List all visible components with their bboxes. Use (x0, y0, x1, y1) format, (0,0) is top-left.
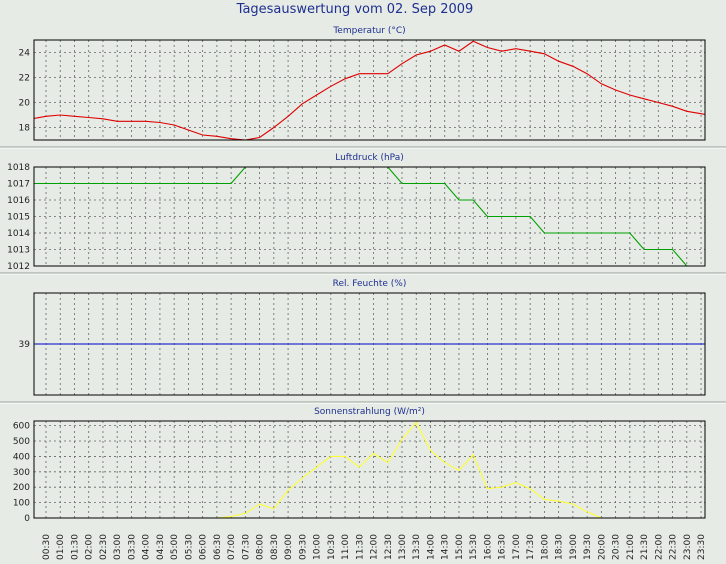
x-tick-label: 04:00 (142, 534, 152, 560)
x-tick-label: 16:30 (498, 534, 508, 560)
humidity-panel: Rel. Feuchte (%) 39 (0, 279, 726, 404)
x-tick-label: 03:00 (113, 534, 123, 560)
pressure-panel: Luftdruck (hPa) 1012 1013 1014 1015 1016 1017 1… (0, 153, 726, 275)
x-tick-label: 09:00 (284, 534, 294, 560)
x-axis-labels: 00:30 01:00 01:30 02:00 02:30 03:00 03:30 04:00… (42, 534, 707, 560)
x-tick-label: 20:30 (612, 534, 622, 560)
radiation-ytick-label: 600 (13, 422, 30, 432)
x-tick-label: 10:00 (313, 534, 323, 560)
temperature-ytick-label: 18 (19, 124, 31, 134)
x-tick-label: 23:30 (697, 534, 707, 560)
pressure-ytick-label: 1015 (7, 213, 30, 223)
pressure-ytick-label: 1013 (7, 246, 30, 256)
pressure-series-line (34, 167, 705, 266)
x-tick-label: 14:00 (426, 534, 436, 560)
humidity-title: Rel. Feuchte (%) (333, 279, 407, 289)
x-tick-label: 08:30 (270, 534, 280, 560)
x-tick-label: 15:00 (455, 534, 465, 560)
x-tick-label: 02:00 (85, 534, 95, 560)
temperature-panel: Temperatur (°C) 18 20 22 24 (0, 26, 726, 149)
pressure-ytick-label: 1016 (7, 196, 30, 206)
radiation-ytick-label: 100 (13, 499, 30, 509)
x-tick-label: 13:30 (412, 534, 422, 560)
temperature-ytick-label: 22 (19, 74, 30, 84)
x-tick-label: 21:30 (640, 534, 650, 560)
humidity-ytick-label: 39 (19, 340, 31, 350)
x-tick-label: 13:00 (398, 534, 408, 560)
x-tick-label: 11:30 (355, 534, 365, 560)
temperature-title: Temperatur (°C) (332, 26, 405, 36)
x-tick-label: 07:30 (241, 534, 251, 560)
radiation-ytick-label: 500 (13, 437, 30, 447)
temperature-ytick-label: 24 (19, 49, 31, 59)
pressure-ytick-label: 1014 (7, 229, 30, 239)
x-tick-label: 16:00 (483, 534, 493, 560)
pressure-ytick-label: 1017 (7, 180, 30, 190)
radiation-ytick-label: 0 (24, 514, 30, 524)
x-tick-label: 05:30 (184, 534, 194, 560)
x-tick-label: 14:30 (441, 534, 451, 560)
x-tick-label: 00:30 (42, 534, 52, 560)
x-tick-label: 06:30 (213, 534, 223, 560)
x-tick-label: 10:30 (327, 534, 337, 560)
x-tick-label: 19:30 (583, 534, 593, 560)
pressure-title: Luftdruck (hPa) (335, 153, 404, 163)
x-tick-label: 21:00 (626, 534, 636, 560)
temperature-plot-frame (33, 39, 706, 141)
x-tick-label: 11:00 (341, 534, 351, 560)
x-tick-label: 04:30 (156, 534, 166, 560)
x-tick-label: 01:00 (56, 534, 66, 560)
pressure-ytick-label: 1012 (7, 262, 30, 272)
temperature-series-line (34, 40, 705, 140)
radiation-plot-frame (33, 420, 706, 519)
x-tick-label: 17:00 (512, 534, 522, 560)
temperature-ytick-label: 20 (19, 99, 31, 109)
radiation-series-line (34, 421, 705, 518)
x-tick-label: 02:30 (99, 534, 109, 560)
x-tick-label: 23:00 (683, 534, 693, 560)
x-tick-label: 22:30 (669, 534, 679, 560)
radiation-title: Sonnenstrahlung (W/m²) (314, 407, 425, 417)
humidity-plot-frame (33, 292, 706, 396)
x-tick-label: 15:30 (469, 534, 479, 560)
x-tick-label: 08:00 (256, 534, 266, 560)
x-tick-label: 05:00 (170, 534, 180, 560)
radiation-ytick-label: 200 (13, 483, 30, 493)
x-tick-label: 03:30 (127, 534, 137, 560)
radiation-ytick-label: 400 (13, 452, 30, 462)
x-tick-label: 12:00 (370, 534, 380, 560)
x-tick-label: 18:00 (540, 534, 550, 560)
x-tick-label: 06:00 (199, 534, 209, 560)
radiation-ytick-label: 300 (13, 468, 30, 478)
x-tick-label: 17:30 (526, 534, 536, 560)
radiation-panel: Sonnenstrahlung (W/m²) 0 100 200 300 400 500 60… (13, 407, 706, 524)
x-tick-label: 12:30 (384, 534, 394, 560)
x-tick-label: 22:00 (654, 534, 664, 560)
x-tick-label: 19:00 (569, 534, 579, 560)
x-tick-label: 20:00 (597, 534, 607, 560)
x-tick-label: 09:30 (298, 534, 308, 560)
pressure-plot-frame (33, 166, 706, 267)
pressure-ytick-label: 1018 (7, 163, 30, 173)
main-title: Tagesauswertung vom 02. Sep 2009 (236, 2, 474, 17)
x-tick-label: 07:00 (227, 534, 237, 560)
x-tick-label: 01:30 (70, 534, 80, 560)
x-tick-label: 18:30 (555, 534, 565, 560)
